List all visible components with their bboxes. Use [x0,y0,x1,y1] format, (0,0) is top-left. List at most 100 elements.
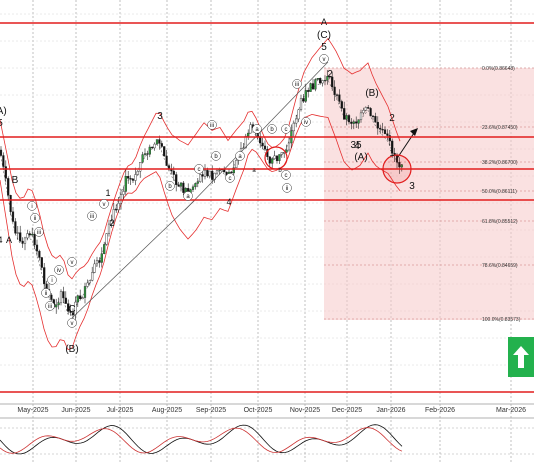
fib-label: 50.0%(0.86111) [482,189,517,195]
candle-body [355,121,358,124]
candle-body [326,76,329,81]
wave-label: 2 [109,218,114,228]
candle-body [95,260,99,265]
candle-body [93,263,96,273]
lower-band [0,113,401,351]
candle-body [83,286,87,298]
candle-body [196,181,199,184]
wave-label-circle [281,124,291,134]
candle-body [268,156,271,164]
buy-signal-arrow [508,337,534,377]
candle-body [386,133,389,136]
wave-label-circle [41,288,51,298]
candle-body [307,90,310,92]
osc-line-main [0,424,403,455]
candle-body [345,115,348,120]
candle-body [79,295,82,300]
candle-body [98,260,101,263]
wave-label: c [229,176,232,182]
wave-label-circle [319,54,329,64]
wave-label: 4 [0,235,3,245]
candle-body [103,244,106,254]
candle-body [38,250,41,258]
osc-line-signal [0,427,403,454]
wave-label: iii [37,230,41,236]
candle-body [21,240,24,244]
wave-label: 3 [157,111,163,122]
candle-body [302,98,305,102]
candle-body [148,146,151,155]
candle-body [107,223,111,234]
candle-body [86,282,89,287]
candle-body [194,183,197,188]
candle-body [175,174,178,185]
wave-label: ii [286,186,289,192]
candle-body [230,171,233,174]
candle-body [232,167,235,174]
candle-body [203,169,207,177]
candle-body [26,233,29,239]
candle-body [369,108,372,117]
candle-body [321,80,324,84]
wave-label: a [255,127,259,133]
candle-body [191,186,195,190]
candle-body [172,170,175,175]
candle-body [249,124,252,134]
candle-body [304,90,307,102]
wave-label: a [186,194,190,200]
candle-body [71,312,75,316]
wave-label-circle [67,257,77,267]
candle-body [62,291,65,299]
candle-body [335,94,339,96]
candle-body [67,303,70,312]
candle-body [165,155,168,166]
candle-body [295,118,298,124]
candle-body [9,195,12,212]
candle-body [319,78,322,84]
month-label: Mar-2026 [496,407,526,414]
fib-label: 38.2%(0.86700) [482,160,518,166]
wave-label: 4 [354,141,360,152]
candle-body [247,132,250,137]
wave-label: v [103,202,106,208]
candle-body [206,169,209,177]
month-label: Jan-2026 [376,407,405,414]
wave-label: 2 [389,113,395,124]
wave-label: 5 [0,118,3,129]
month-label: Nov-2025 [290,407,320,414]
candle-body [134,174,137,181]
fib-zone-rect [324,68,534,320]
wave-label: ii [34,216,37,222]
candle-body [151,146,154,149]
candle-body [314,79,317,90]
candle-body [388,135,391,142]
wave-label: ii [45,291,48,297]
month-label: Aug-2025 [152,407,182,414]
month-label: Dec-2025 [332,407,362,414]
candle-body [374,116,377,123]
candle-body [16,232,19,234]
wave-label: (B) [365,88,378,99]
candle-body [352,121,355,124]
wave-label: a [252,168,256,174]
wave-label-circle [281,170,291,180]
wave-label: i [31,204,32,210]
candle-body [383,129,387,134]
candle-body [122,191,125,195]
wave-label-circle [47,275,57,285]
candle-body [139,161,142,172]
candle-body [343,108,346,120]
candle-body [179,182,183,187]
wave-label: (C) [317,30,331,41]
fib-label: 78.6%(0.84659) [482,263,518,269]
candle-body [357,119,360,124]
wave-label-circle [67,318,77,328]
candle-body [311,83,315,90]
candle-body [211,170,214,180]
candle-body [158,139,161,144]
candle-body [81,297,84,300]
candle-body [59,291,63,304]
month-label: Oct-2025 [244,407,273,414]
candle-body [299,98,303,111]
candle-body [285,149,288,153]
